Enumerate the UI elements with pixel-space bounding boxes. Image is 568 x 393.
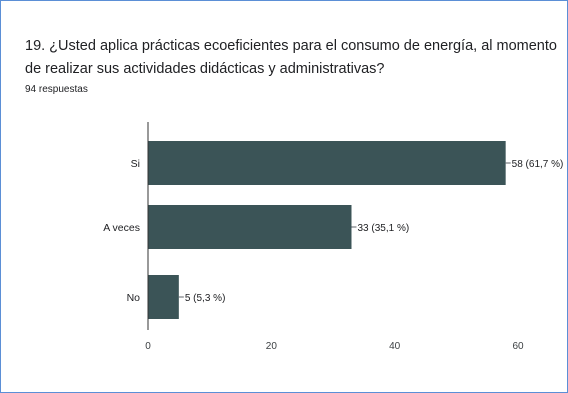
x-tick-label: 60 bbox=[512, 341, 524, 352]
question-title: 19. ¿Usted aplica prácticas ecoeficiente… bbox=[25, 38, 557, 77]
x-tick-label: 20 bbox=[266, 341, 278, 352]
x-tick-label: 40 bbox=[389, 341, 401, 352]
category-label: Si bbox=[131, 158, 140, 170]
data-label: 33 (35,1 %) bbox=[358, 223, 410, 234]
category-label: A veces bbox=[103, 222, 140, 234]
x-tick-label: 0 bbox=[145, 341, 151, 352]
response-count: 94 respuestas bbox=[25, 84, 88, 95]
category-label: No bbox=[127, 292, 141, 304]
bar bbox=[148, 275, 179, 319]
bar bbox=[148, 205, 352, 249]
data-label: 58 (61,7 %) bbox=[512, 159, 564, 170]
data-label: 5 (5,3 %) bbox=[185, 293, 226, 304]
bar bbox=[148, 141, 506, 185]
